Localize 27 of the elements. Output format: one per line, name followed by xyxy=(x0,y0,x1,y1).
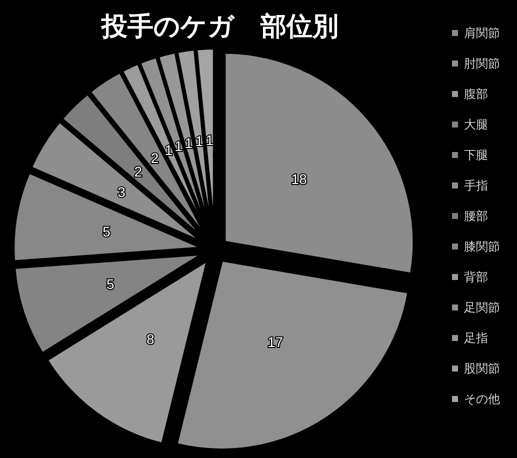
legend-label: 背部 xyxy=(464,270,488,284)
data-label: 2 xyxy=(134,163,142,180)
data-label: 1 xyxy=(174,138,183,154)
legend-label: 腹部 xyxy=(464,87,488,101)
legend-label: その他 xyxy=(464,392,500,406)
data-label: 8 xyxy=(146,330,154,347)
data-label: 2 xyxy=(150,150,159,166)
data-label: 1 xyxy=(164,142,173,158)
data-label: 1 xyxy=(184,135,193,152)
data-label: 1 xyxy=(195,133,204,150)
legend-label: 股関節 xyxy=(464,362,500,376)
data-label: 5 xyxy=(106,276,114,292)
legend-label: 下腿 xyxy=(464,148,488,162)
data-label: 3 xyxy=(118,184,126,200)
legend-label: 足指 xyxy=(464,331,488,345)
legend-label: 大腿 xyxy=(464,118,488,132)
data-label: 18 xyxy=(291,171,308,188)
legend-label: 手指 xyxy=(464,178,488,192)
chart-title: 投手のケガ 部位別 xyxy=(100,11,338,41)
legend-label: 肘関節 xyxy=(464,56,500,70)
legend-label: 腰部 xyxy=(464,209,488,223)
data-label: 1 xyxy=(206,132,214,148)
data-label: 5 xyxy=(102,223,111,240)
data-label: 17 xyxy=(267,334,284,350)
legend-label: 足関節 xyxy=(464,300,500,314)
legend-label: 肩関節 xyxy=(464,26,500,40)
legend-label: 膝関節 xyxy=(464,240,500,254)
